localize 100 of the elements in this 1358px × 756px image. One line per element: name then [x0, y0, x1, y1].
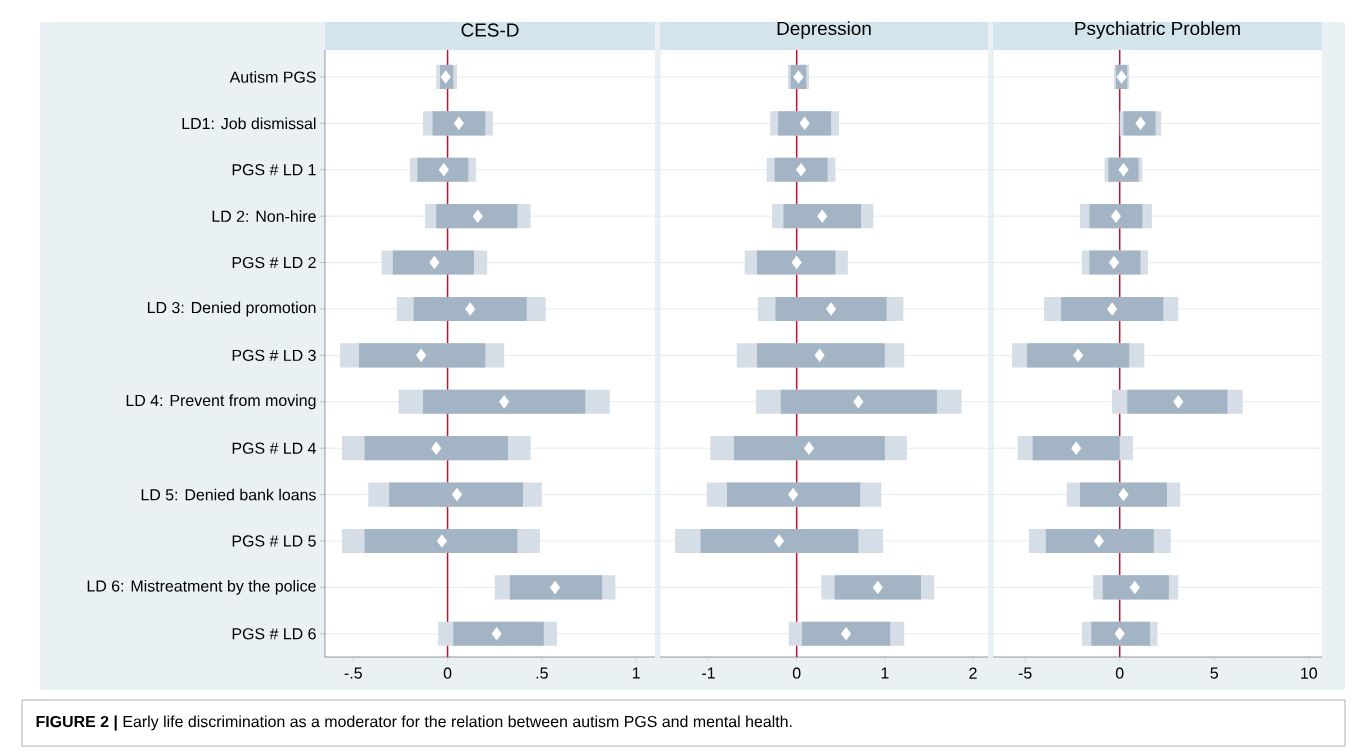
bar	[417, 157, 469, 182]
bar	[727, 482, 861, 507]
x-tick-label: -.5	[344, 667, 362, 679]
y-tick-label: Autism PGS	[229, 71, 316, 83]
chart-title: Psychiatric Problem	[1075, 21, 1240, 39]
y-tick-label: LD 5: Denied bank loans	[141, 488, 316, 501]
point	[1071, 441, 1082, 455]
bar	[1127, 389, 1228, 414]
y-tick-label: PGS # LD 4	[232, 442, 316, 454]
point	[791, 255, 802, 270]
point	[773, 534, 785, 548]
point	[1116, 70, 1127, 84]
bar	[757, 250, 836, 275]
bar	[1091, 621, 1150, 646]
point	[803, 441, 815, 455]
bar	[1045, 528, 1154, 554]
point	[788, 487, 799, 502]
point	[440, 70, 451, 84]
y-tick-label: LD 3: Denied promotion	[147, 301, 316, 317]
bar	[778, 111, 832, 136]
point	[499, 395, 510, 409]
bar	[734, 436, 885, 461]
bar	[423, 389, 586, 414]
x-tick-label: -1	[702, 667, 715, 679]
point	[814, 348, 825, 363]
point	[491, 627, 502, 641]
point	[796, 163, 807, 177]
x-tick-label: 1	[881, 667, 889, 679]
x-tick-label: -5	[1018, 667, 1032, 679]
y-tick-label: PGS # LD 2	[232, 256, 316, 269]
point	[793, 70, 804, 84]
point	[853, 395, 864, 409]
point	[1073, 348, 1084, 363]
bar	[700, 528, 859, 554]
text: FIGURE 2 | Early life discrimination as a moderator for the relation between autism PGS and mental health.	[36, 715, 792, 731]
x-tick-label: 1	[632, 667, 640, 679]
point	[1107, 302, 1118, 316]
bar	[1089, 250, 1141, 275]
bar	[413, 296, 527, 322]
x-tick-label: 0	[1115, 667, 1124, 679]
bar	[1102, 575, 1169, 600]
point	[840, 627, 852, 641]
point	[451, 487, 463, 502]
bar	[364, 528, 518, 554]
point	[438, 163, 449, 177]
bar	[783, 204, 862, 229]
y-tick-label: PGS # LD 3	[232, 349, 316, 361]
bar	[1061, 296, 1164, 322]
x-tick-label: 0	[792, 667, 801, 679]
point	[799, 116, 810, 131]
bar	[358, 343, 486, 368]
point	[1108, 255, 1120, 270]
point	[1129, 580, 1140, 595]
point	[1173, 395, 1184, 409]
x-tick-label: 10	[1301, 667, 1318, 679]
bar	[432, 111, 486, 136]
bar	[389, 482, 523, 507]
bar	[436, 204, 518, 229]
y-tick-label: LD 2: Non-hire	[212, 210, 316, 222]
point	[1118, 163, 1129, 177]
bar	[774, 157, 828, 182]
chart-title: CES-D	[461, 23, 519, 37]
point	[429, 255, 440, 270]
y-tick-label: PGS # LD 5	[232, 535, 316, 547]
point	[472, 209, 483, 223]
bar	[1089, 204, 1143, 229]
point	[431, 441, 442, 455]
bar	[1079, 482, 1167, 507]
bar	[453, 621, 544, 646]
y-tick-label: PGS # LD 1	[232, 164, 316, 176]
bar	[834, 575, 921, 600]
bar	[775, 296, 887, 322]
y-tick-label: LD 4: Prevent from moving	[126, 394, 316, 410]
point	[416, 348, 427, 363]
bar	[780, 389, 937, 414]
bar	[509, 575, 603, 600]
point	[436, 534, 447, 548]
bar	[364, 436, 508, 461]
x-tick-label: 5	[1210, 667, 1218, 679]
point	[549, 580, 561, 595]
bar	[801, 621, 891, 646]
point	[1118, 487, 1129, 502]
point	[825, 302, 837, 316]
point	[1110, 209, 1121, 223]
point	[453, 116, 464, 131]
x-tick-label: 0	[443, 667, 452, 679]
bar	[392, 250, 474, 275]
point	[1114, 627, 1125, 641]
x-tick-label: .5	[536, 667, 548, 679]
point	[1135, 116, 1146, 131]
y-tick-label: LD 6: Mistreatment by the police	[87, 579, 316, 595]
y-tick-label: LD1: Job dismissal	[182, 117, 316, 130]
point	[817, 209, 828, 223]
point	[465, 302, 476, 316]
bar	[757, 343, 885, 368]
bar	[1027, 343, 1130, 368]
point	[872, 580, 883, 595]
bar	[1032, 436, 1120, 461]
y-tick-label: PGS # LD 6	[232, 628, 316, 640]
chart-title: Depression	[777, 21, 871, 39]
